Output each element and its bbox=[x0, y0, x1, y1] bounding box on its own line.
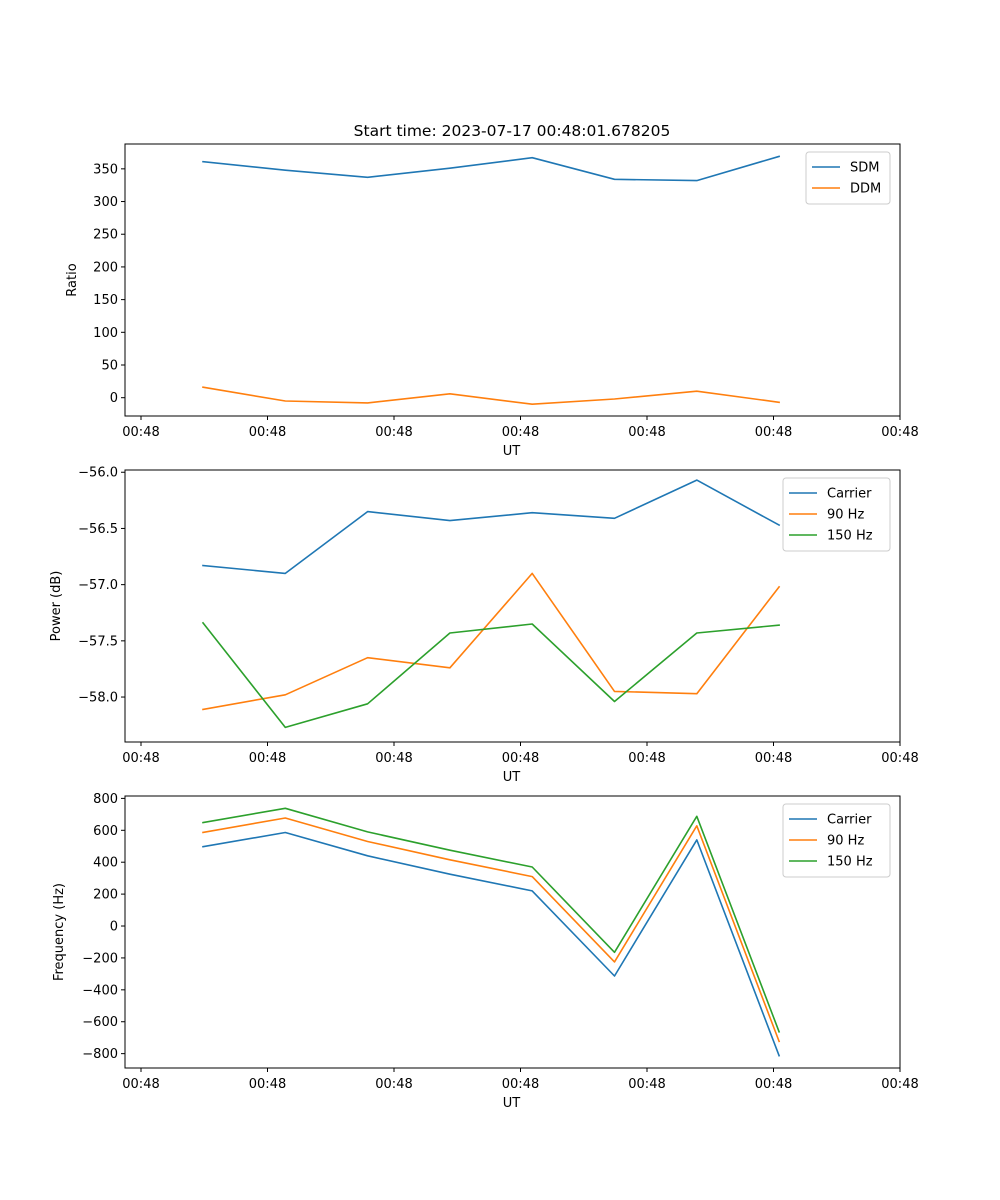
frequency-legend-label: 90 Hz bbox=[827, 834, 864, 849]
frequency-y-tick-label: 0 bbox=[110, 920, 118, 935]
frequency-axes-frame bbox=[124, 795, 901, 1069]
ratio-axes-frame bbox=[124, 143, 901, 417]
power-x-tick-label: 00:48 bbox=[755, 751, 792, 766]
power-y-tick-label: −58.0 bbox=[78, 691, 118, 706]
frequency-y-tick-label: −400 bbox=[82, 983, 118, 998]
power-y-tick-label: −57.5 bbox=[78, 634, 118, 649]
frequency-x-tick-label: 00:48 bbox=[375, 1077, 412, 1092]
frequency-series-line-150-hz bbox=[202, 807, 781, 1033]
frequency-x-tick-label: 00:48 bbox=[502, 1077, 539, 1092]
power-x-tick-label: 00:48 bbox=[502, 751, 539, 766]
power-panel: −58.0 −57.5 −57.0 −56.5 −56.0 00:48 00:48 00:48… bbox=[49, 466, 919, 785]
ratio-series-line-sdm bbox=[202, 155, 781, 182]
ratio-y-axis-label: Ratio bbox=[65, 263, 80, 296]
frequency-y-tick-label: 600 bbox=[93, 824, 118, 839]
ratio-y-tick-label: 100 bbox=[93, 326, 118, 341]
power-x-tick-label: 00:48 bbox=[122, 751, 159, 766]
power-x-tick-label: 00:48 bbox=[249, 751, 286, 766]
ratio-legend-label: SDM bbox=[850, 161, 879, 176]
frequency-y-tick-label: 200 bbox=[93, 888, 118, 903]
power-x-tick-label: 00:48 bbox=[375, 751, 412, 766]
frequency-series-line-90-hz bbox=[202, 817, 781, 1043]
power-y-tick-label: −56.5 bbox=[78, 522, 118, 537]
power-x-tick-label: 00:48 bbox=[881, 751, 918, 766]
frequency-y-tick-label: −800 bbox=[82, 1047, 118, 1062]
power-legend-label: 90 Hz bbox=[827, 508, 864, 523]
frequency-y-tick-label: 400 bbox=[93, 856, 118, 871]
power-x-tick-label: 00:48 bbox=[628, 751, 665, 766]
ratio-legend bbox=[805, 151, 891, 205]
frequency-legend bbox=[782, 803, 891, 878]
ratio-x-tick-label: 00:48 bbox=[881, 425, 918, 440]
frequency-x-tick-label: 00:48 bbox=[628, 1077, 665, 1092]
chart-title: Start time: 2023-07-17 00:48:01.678205 bbox=[354, 122, 671, 140]
ratio-x-tick-label: 00:48 bbox=[249, 425, 286, 440]
ratio-x-tick-label: 00:48 bbox=[755, 425, 792, 440]
power-legend-label: 150 Hz bbox=[827, 529, 873, 544]
ratio-x-tick-label: 00:48 bbox=[628, 425, 665, 440]
power-legend bbox=[782, 477, 891, 552]
ratio-x-axis-label: UT bbox=[503, 444, 521, 459]
frequency-x-tick-label: 00:48 bbox=[881, 1077, 918, 1092]
ratio-series-line-ddm bbox=[202, 386, 780, 406]
frequency-legend-label: Carrier bbox=[827, 813, 872, 828]
ratio-legend-label: DDM bbox=[850, 182, 881, 197]
frequency-panel: −800 −600 −400 −200 0 200 400 600 800 00:48 00:48 0… bbox=[52, 792, 919, 1111]
power-y-tick-label: −56.0 bbox=[78, 466, 118, 481]
frequency-x-tick-label: 00:48 bbox=[755, 1077, 792, 1092]
power-y-axis-label: Power (dB) bbox=[49, 571, 64, 642]
ratio-x-tick-label: 00:48 bbox=[502, 425, 539, 440]
ratio-y-tick-label: 300 bbox=[93, 195, 118, 210]
power-x-axis-label: UT bbox=[503, 770, 521, 785]
ratio-y-tick-label: 0 bbox=[110, 391, 118, 406]
ratio-y-tick-label: 200 bbox=[93, 260, 118, 275]
frequency-legend-label: 150 Hz bbox=[827, 855, 873, 870]
frequency-y-tick-label: −600 bbox=[82, 1015, 118, 1030]
frequency-y-tick-label: −200 bbox=[82, 951, 118, 966]
power-y-tick-label: −57.0 bbox=[78, 578, 118, 593]
ratio-y-tick-label: 250 bbox=[93, 228, 118, 243]
frequency-x-tick-label: 00:48 bbox=[122, 1077, 159, 1092]
power-series-line-150-hz bbox=[201, 621, 780, 729]
ratio-y-tick-label: 50 bbox=[101, 359, 118, 374]
ratio-x-tick-label: 00:48 bbox=[122, 425, 159, 440]
frequency-y-tick-label: 800 bbox=[93, 792, 118, 807]
power-series-line-carrier bbox=[202, 479, 781, 575]
power-series-line-90-hz bbox=[202, 572, 781, 711]
power-legend-label: Carrier bbox=[827, 487, 872, 502]
ratio-y-tick-label: 150 bbox=[93, 293, 118, 308]
frequency-x-axis-label: UT bbox=[503, 1096, 521, 1111]
ratio-y-tick-label: 350 bbox=[93, 162, 118, 177]
frequency-series-line-carrier bbox=[202, 831, 781, 1057]
power-axes-frame bbox=[124, 469, 901, 743]
ratio-panel: 0 50 100 150 200 250 300 350 00:48 00:48 00:48 00:4… bbox=[65, 143, 919, 459]
frequency-x-tick-label: 00:48 bbox=[249, 1077, 286, 1092]
frequency-y-axis-label: Frequency (Hz) bbox=[52, 883, 67, 981]
ratio-x-tick-label: 00:48 bbox=[375, 425, 412, 440]
